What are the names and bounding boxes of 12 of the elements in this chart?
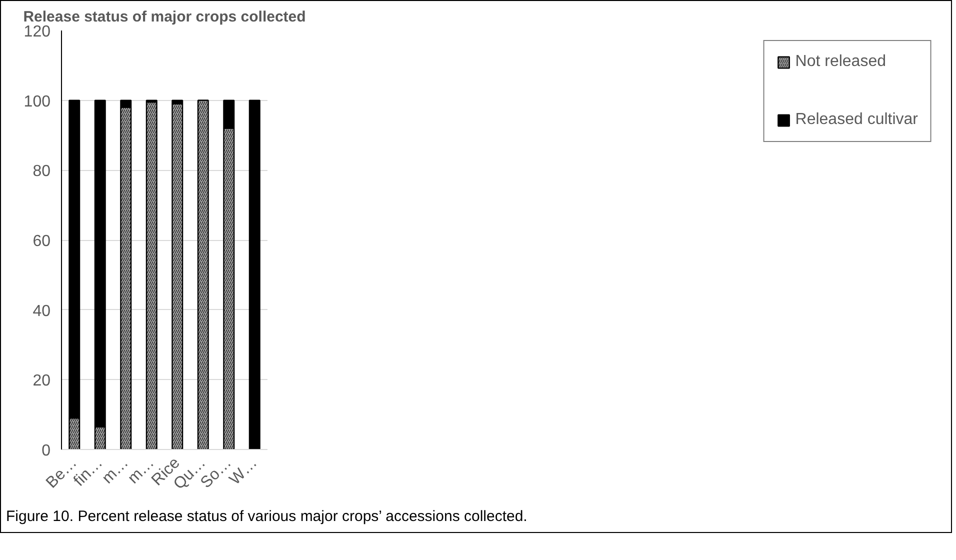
y-tick-label: 80 — [32, 163, 51, 180]
y-tick-label: 20 — [32, 372, 51, 390]
chart-title: Release status of major crops collected — [23, 8, 306, 26]
y-tick-label: 60 — [32, 233, 51, 250]
caption: Figure 10. Percent release status of various major crops’ accessions collected. — [6, 507, 528, 527]
y-tick-label: 100 — [24, 93, 51, 110]
y-tick-label: 0 — [42, 442, 51, 460]
legend-label: Released cultivar — [795, 111, 918, 129]
legend-label: Not released — [795, 53, 886, 71]
y-tick-label: 40 — [32, 302, 51, 320]
x-tick-label: W… — [226, 454, 261, 489]
y-tick-label: 120 — [24, 24, 51, 40]
